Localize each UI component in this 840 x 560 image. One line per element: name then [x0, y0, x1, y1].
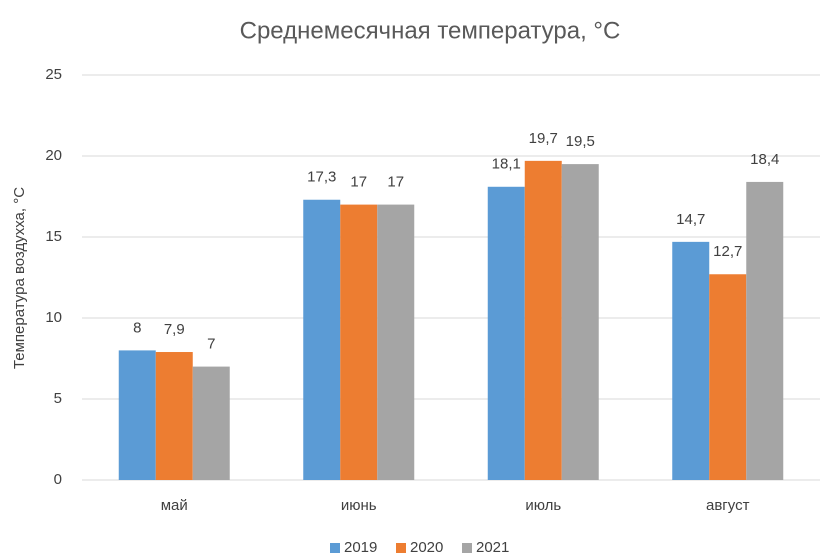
y-tick-label: 10 [45, 309, 62, 326]
value-label: 19,7 [529, 130, 558, 147]
bar [709, 274, 747, 480]
value-label: 17 [350, 174, 367, 191]
bar [672, 241, 710, 480]
legend-swatch [462, 543, 472, 553]
legend-label: 2021 [476, 539, 509, 556]
x-tick-label: август [706, 497, 750, 514]
legend-label: 2019 [344, 539, 377, 556]
bar [118, 350, 156, 480]
value-label: 14,7 [676, 211, 705, 228]
value-label: 17,3 [307, 169, 336, 186]
bar [746, 181, 784, 481]
bar [561, 164, 599, 480]
y-tick-label: 20 [45, 147, 62, 164]
y-tick-label: 15 [45, 228, 62, 245]
y-tick-label: 0 [54, 471, 62, 488]
bar [303, 199, 341, 481]
bar [155, 352, 193, 480]
y-axis-label: Температура воздухха, °C [11, 187, 28, 369]
value-label: 7,9 [164, 321, 185, 338]
value-label: 12,7 [713, 243, 742, 260]
value-label: 7 [207, 336, 215, 353]
bar [377, 204, 415, 480]
bar [524, 160, 562, 481]
chart-title: Среднемесячная температура, °C [240, 17, 621, 44]
x-tick-label: июнь [341, 497, 377, 514]
bar [340, 204, 378, 480]
y-tick-label: 5 [54, 390, 62, 407]
legend-swatch [396, 543, 406, 553]
bar [487, 186, 525, 480]
value-label: 18,4 [750, 151, 779, 168]
bar [192, 366, 230, 480]
value-label: 8 [133, 319, 141, 336]
legend-label: 2020 [410, 539, 443, 556]
value-label: 17 [387, 174, 404, 191]
value-label: 19,5 [566, 133, 595, 150]
y-tick-label: 25 [45, 66, 62, 83]
value-label: 18,1 [492, 156, 521, 173]
x-tick-label: май [161, 497, 188, 514]
x-tick-label: июль [525, 497, 561, 514]
legend-swatch [330, 543, 340, 553]
